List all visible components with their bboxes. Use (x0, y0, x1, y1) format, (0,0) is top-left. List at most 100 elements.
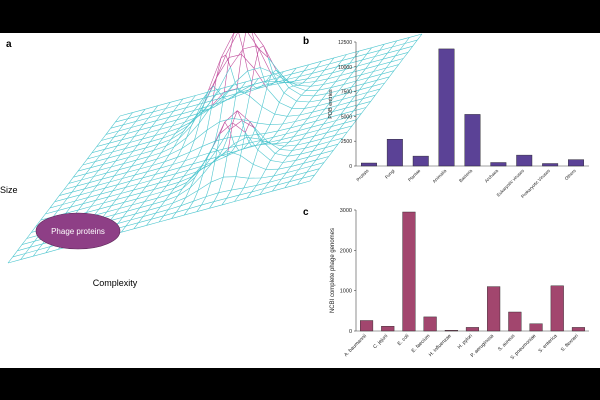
mesh-line (180, 163, 194, 168)
mesh-line (255, 45, 261, 68)
mesh-line (174, 182, 180, 189)
mesh-line (117, 142, 130, 147)
mesh-line (376, 76, 390, 81)
x-tick-label: Others (564, 168, 578, 182)
mesh-line (98, 202, 104, 210)
mesh-line (235, 143, 249, 147)
mesh-line (160, 202, 174, 208)
mesh-line (138, 123, 145, 131)
mesh-line (326, 129, 340, 133)
mesh-line (293, 133, 307, 137)
mesh-line (175, 169, 189, 174)
mesh-line (348, 113, 362, 118)
mesh-line (21, 240, 35, 245)
mesh-line (118, 124, 124, 132)
mesh-line (148, 111, 154, 119)
mesh-line (309, 174, 315, 182)
x-tick-label: E. faecium (411, 333, 432, 354)
mesh-line (213, 156, 219, 163)
mesh-line (245, 121, 251, 133)
bar (412, 155, 429, 167)
mesh-line (374, 50, 380, 57)
mesh-line (307, 75, 320, 80)
mesh-line (379, 82, 385, 90)
mesh-line (221, 198, 227, 206)
mesh-line (267, 57, 274, 73)
mesh-line (169, 148, 183, 155)
mesh-line (186, 104, 199, 108)
mesh-line (37, 243, 43, 251)
mesh-line (131, 159, 137, 167)
mesh-line (130, 216, 144, 221)
mesh-line (266, 77, 279, 82)
chart-b: 0 2500 5000 7500 10000 12500 Protists Fungi Plan… (328, 40, 589, 199)
mesh-line (274, 113, 288, 117)
mesh-line (219, 91, 225, 122)
mesh-line (209, 204, 222, 209)
mesh-line (202, 157, 208, 175)
mesh-line (76, 179, 82, 187)
mesh-line (356, 77, 369, 82)
mesh-line (269, 123, 283, 125)
mesh-line (395, 52, 409, 57)
mesh-line (284, 144, 298, 147)
mesh-line (359, 86, 373, 91)
mesh-line (182, 182, 188, 189)
mesh-line (109, 139, 122, 144)
mesh-line (152, 200, 166, 205)
mesh-line (158, 179, 172, 184)
mesh-line (346, 86, 352, 94)
mesh-line (304, 67, 317, 72)
mesh-line (249, 95, 263, 107)
mesh-line (400, 45, 413, 50)
mesh-line (211, 97, 224, 102)
mesh-line (282, 80, 295, 84)
mesh-line (112, 184, 118, 191)
x-tick-label: Fungi (384, 168, 396, 180)
mesh-line (223, 91, 229, 98)
mesh-line (365, 101, 371, 108)
mesh-line (87, 191, 93, 198)
mesh-line (211, 77, 217, 106)
mesh-line (181, 139, 195, 149)
mesh-line (341, 56, 355, 61)
mesh-line (263, 45, 277, 71)
mesh-line (210, 176, 224, 183)
mesh-line (108, 136, 115, 144)
mesh-line (133, 222, 139, 229)
mesh-line (409, 33, 423, 38)
mesh-line (293, 169, 300, 176)
mesh-line (146, 129, 160, 134)
mesh-line (91, 149, 105, 153)
mesh-line (70, 203, 84, 208)
mesh-line (229, 120, 243, 131)
mesh-line (167, 125, 173, 133)
mesh-line (299, 70, 305, 77)
mesh-line (301, 94, 314, 97)
y-tick-label: 7500 (341, 90, 352, 96)
mesh-line (269, 113, 275, 125)
mesh-line (275, 153, 288, 157)
mesh-line (49, 201, 55, 209)
bar (516, 154, 533, 167)
mesh-line (182, 95, 196, 100)
mesh-line (331, 122, 345, 127)
mesh-line (201, 106, 207, 113)
mesh-line (347, 125, 353, 133)
mesh-line (115, 157, 129, 162)
mesh-line (218, 177, 224, 193)
mesh-line (314, 129, 320, 137)
mesh-line (242, 45, 256, 50)
mesh-line (257, 141, 263, 150)
mesh-line (202, 140, 216, 147)
mesh-line (189, 174, 204, 189)
mesh-line (389, 70, 395, 78)
mesh-line (155, 168, 161, 175)
mesh-line (218, 189, 232, 193)
mesh-line (368, 73, 382, 78)
panel-a-letter: a (6, 39, 12, 50)
mesh-line (214, 121, 220, 142)
mesh-line (309, 99, 322, 103)
mesh-line (73, 173, 86, 178)
mesh-line (178, 176, 192, 183)
